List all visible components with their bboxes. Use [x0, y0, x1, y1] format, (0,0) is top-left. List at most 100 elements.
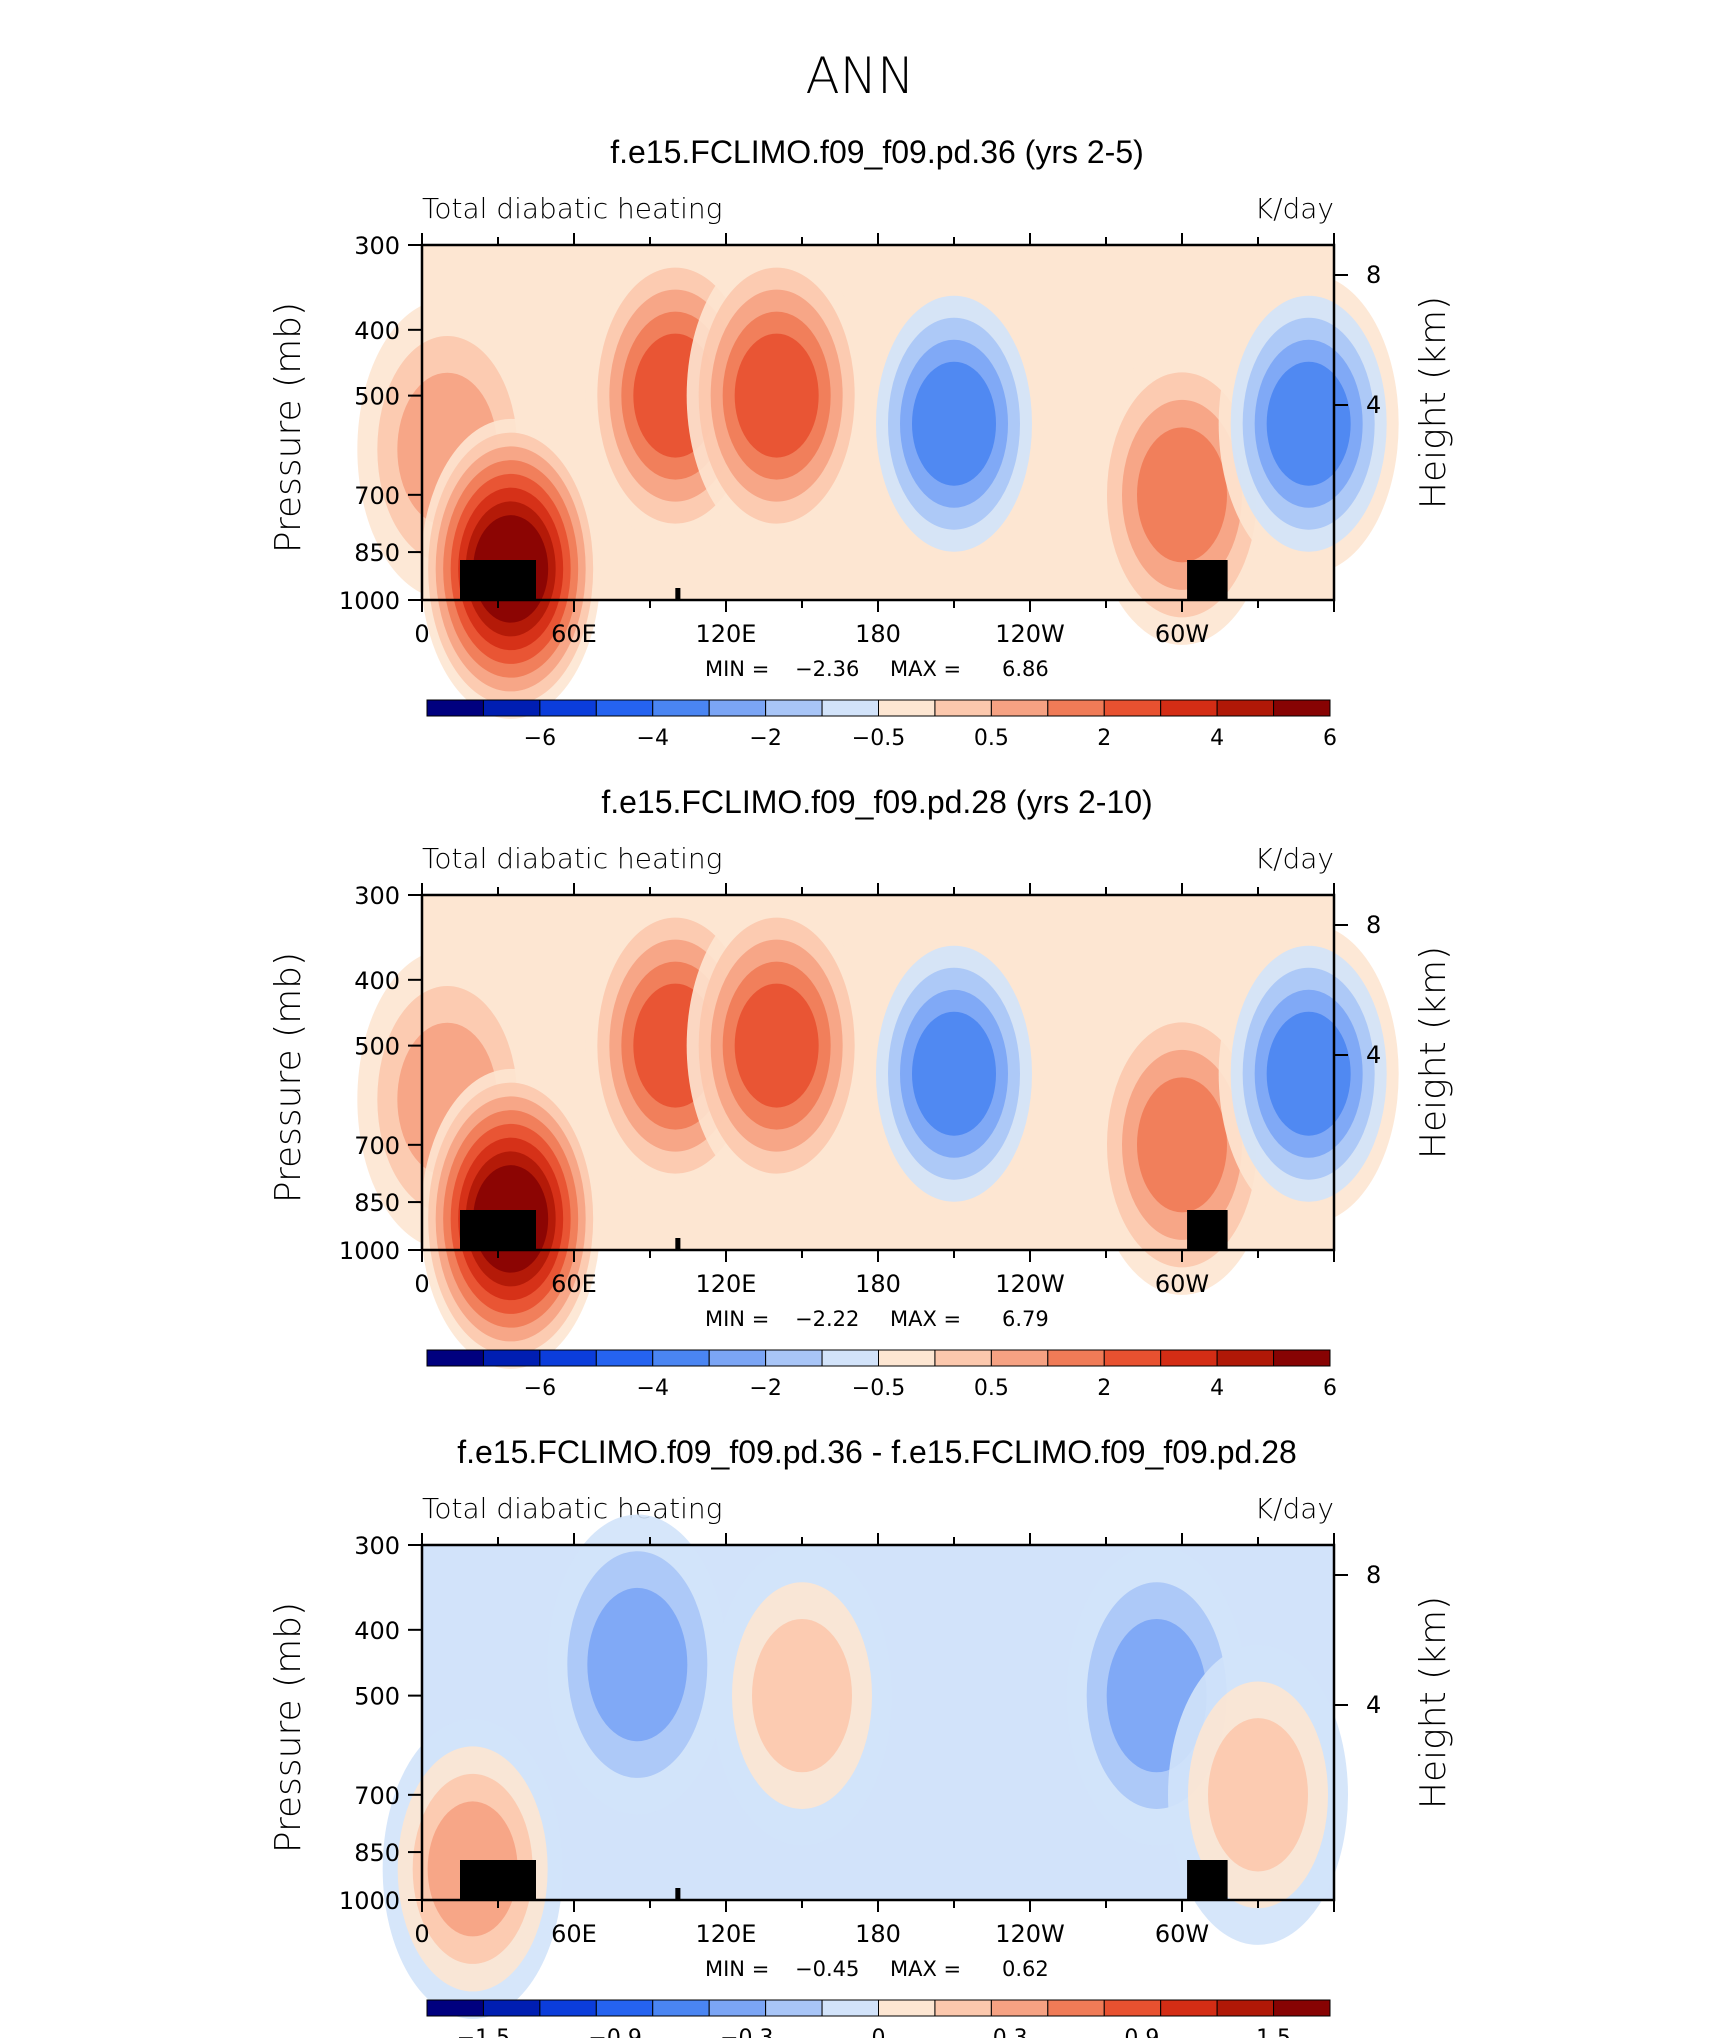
units-label: K/day — [1255, 192, 1334, 225]
colorbar-label: 0.5 — [974, 1376, 1009, 1401]
colorbar-label: −0.3 — [720, 2026, 773, 2038]
land-mask — [1187, 1210, 1228, 1250]
x-tick-label: 180 — [855, 1270, 901, 1298]
contour-fill — [587, 1587, 688, 1742]
y-tick-label: 1000 — [339, 1237, 400, 1265]
variable-label: Total diabatic heating — [422, 842, 722, 875]
panels: f.e15.FCLIMO.f09_f09.pd.36 (yrs 2-5) Tota… — [268, 134, 1454, 2038]
y-tick-label: 500 — [354, 383, 400, 411]
x-tick-label: 60E — [551, 620, 597, 648]
colorbar-swatch — [708, 699, 767, 717]
y-axis-title: Pressure (mb) — [268, 302, 309, 553]
colorbar-swatch — [1273, 699, 1331, 717]
y-tick-label: 400 — [354, 1617, 400, 1645]
y-tick-label: 700 — [354, 482, 400, 510]
y-tick-label: 850 — [354, 1839, 400, 1867]
colorbar-swatch — [595, 1999, 654, 2017]
x-tick-label: 120E — [696, 620, 757, 648]
units-label: K/day — [1255, 1492, 1334, 1525]
height-tick-label: 4 — [1366, 391, 1381, 419]
land-mask — [675, 1888, 681, 1900]
colorbar-swatch — [708, 1999, 767, 2017]
min-label: MIN = — [705, 657, 769, 681]
min-value: −2.22 — [795, 1307, 859, 1331]
colorbar-swatch — [821, 699, 879, 717]
colorbar-swatch — [482, 1999, 541, 2017]
colorbar-label: −4 — [637, 726, 669, 751]
y-tick-label: 700 — [354, 1782, 400, 1810]
colorbar-swatch — [426, 699, 484, 717]
colorbar-swatch — [990, 1349, 1049, 1367]
panel-2: f.e15.FCLIMO.f09_f09.pd.28 (yrs 2-10) Tot… — [268, 784, 1454, 1401]
y-tick-label: 850 — [354, 539, 400, 567]
colorbar-label: 0.9 — [1124, 2026, 1159, 2038]
x-tick-label: 120W — [995, 620, 1065, 648]
colorbar-swatch — [1216, 1999, 1275, 2017]
height-tick-label: 8 — [1366, 911, 1381, 939]
colorbar-label: 2 — [1097, 726, 1111, 751]
colorbar-label: 0 — [872, 2026, 886, 2038]
x-tick-label: 0 — [414, 620, 429, 648]
colorbar-swatch — [878, 699, 936, 717]
colorbar-swatch — [426, 1349, 484, 1367]
colorbar-swatch — [765, 1349, 823, 1367]
colorbar-swatch — [652, 1349, 710, 1367]
colorbar-label: 6 — [1323, 1376, 1337, 1401]
variable-label: Total diabatic heating — [422, 1492, 722, 1525]
variable-label: Total diabatic heating — [422, 192, 722, 225]
y-tick-label: 700 — [354, 1132, 400, 1160]
colorbar-swatch — [482, 1349, 541, 1367]
contour-fill — [1266, 361, 1351, 486]
y-tick-label: 400 — [354, 967, 400, 995]
contour-fill — [734, 333, 819, 458]
land-mask — [460, 1860, 536, 1900]
x-tick-label: 0 — [414, 1920, 429, 1948]
y-tick-label: 500 — [354, 1683, 400, 1711]
contour-fill — [1208, 1718, 1308, 1872]
colorbar-swatch — [1160, 1999, 1218, 2017]
y-axis-right-title: Height (km) — [1413, 1596, 1454, 1809]
min-label: MIN = — [705, 1307, 769, 1331]
max-label: MAX = — [890, 657, 961, 681]
colorbar-swatch — [934, 699, 992, 717]
max-label: MAX = — [890, 1307, 961, 1331]
x-tick-label: 0 — [414, 1270, 429, 1298]
colorbar-swatch — [1103, 1999, 1162, 2017]
panel-title: f.e15.FCLIMO.f09_f09.pd.36 - f.e15.FCLIM… — [457, 1434, 1297, 1470]
colorbar-swatch — [1103, 699, 1162, 717]
y-axis-title: Pressure (mb) — [268, 952, 309, 1203]
y-tick-label: 300 — [354, 232, 400, 260]
colorbar-label: 6 — [1323, 726, 1337, 751]
colorbar-label: −4 — [637, 1376, 669, 1401]
colorbar-swatch — [539, 1349, 597, 1367]
colorbar-label: −1.5 — [457, 2026, 510, 2038]
min-label: MIN = — [705, 1957, 769, 1981]
colorbar-swatch — [1047, 1349, 1105, 1367]
contour-fill — [1266, 1011, 1351, 1136]
y-tick-label: 1000 — [339, 1887, 400, 1915]
colorbar-swatch — [878, 1349, 936, 1367]
panel-1: f.e15.FCLIMO.f09_f09.pd.36 (yrs 2-5) Tota… — [268, 134, 1454, 751]
height-tick-label: 8 — [1366, 1561, 1381, 1589]
y-tick-label: 400 — [354, 317, 400, 345]
x-tick-label: 60W — [1155, 1270, 1209, 1298]
colorbar-label: 4 — [1210, 726, 1224, 751]
colorbar-swatch — [765, 1999, 823, 2017]
colorbar-label: −2 — [749, 1376, 781, 1401]
land-mask — [460, 560, 536, 600]
colorbar-label: 2 — [1097, 1376, 1111, 1401]
colorbar-label: −2 — [749, 726, 781, 751]
colorbar-label: 0.3 — [993, 2026, 1028, 2038]
contour-fill — [912, 1011, 996, 1136]
land-mask — [460, 1210, 536, 1250]
y-tick-label: 500 — [354, 1033, 400, 1061]
contour-fill — [752, 1618, 852, 1773]
colorbar-label: 4 — [1210, 1376, 1224, 1401]
colorbar-label: 1.5 — [1256, 2026, 1291, 2038]
max-value: 6.86 — [1002, 657, 1049, 681]
colorbar-swatch — [1273, 1999, 1331, 2017]
y-tick-label: 300 — [354, 1532, 400, 1560]
x-tick-label: 120E — [696, 1270, 757, 1298]
x-tick-label: 120E — [696, 1920, 757, 1948]
